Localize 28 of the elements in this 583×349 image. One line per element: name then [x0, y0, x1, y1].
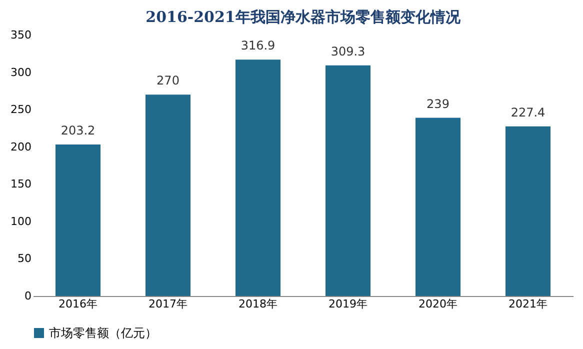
x-tick-label: 2017年	[148, 298, 188, 310]
x-tick-label: 2020年	[418, 298, 458, 310]
y-tick-label: 300	[10, 66, 32, 79]
data-label: 203.2	[60, 123, 96, 138]
data-label: 239	[426, 96, 450, 111]
y-tick-label: 250	[10, 103, 32, 116]
bar	[506, 126, 550, 296]
y-tick-label: 50	[18, 252, 32, 266]
data-label: 309.3	[330, 44, 366, 58]
y-tick-label: 350	[10, 28, 32, 42]
y-tick-label: 150	[10, 178, 32, 191]
x-tick-label: 2016年	[58, 298, 98, 310]
x-tick-label: 2018年	[238, 298, 278, 310]
bar	[236, 60, 280, 296]
bar	[416, 118, 460, 296]
data-label: 227.4	[510, 105, 546, 120]
x-tick-label: 2019年	[328, 298, 368, 310]
legend-label: 市场零售额（亿元）	[49, 326, 157, 340]
data-label: 316.9	[240, 38, 276, 53]
bar	[146, 94, 190, 296]
y-tick-label: 100	[10, 214, 32, 228]
x-tick-label: 2021年	[508, 298, 548, 310]
y-tick-label: 200	[10, 140, 32, 154]
data-label: 270	[156, 74, 180, 88]
y-tick-label: 0	[24, 290, 32, 302]
bar	[56, 144, 100, 296]
chart-title: 2016-2021年我国净水器市场零售额变化情况	[146, 8, 462, 26]
bar	[326, 65, 370, 296]
